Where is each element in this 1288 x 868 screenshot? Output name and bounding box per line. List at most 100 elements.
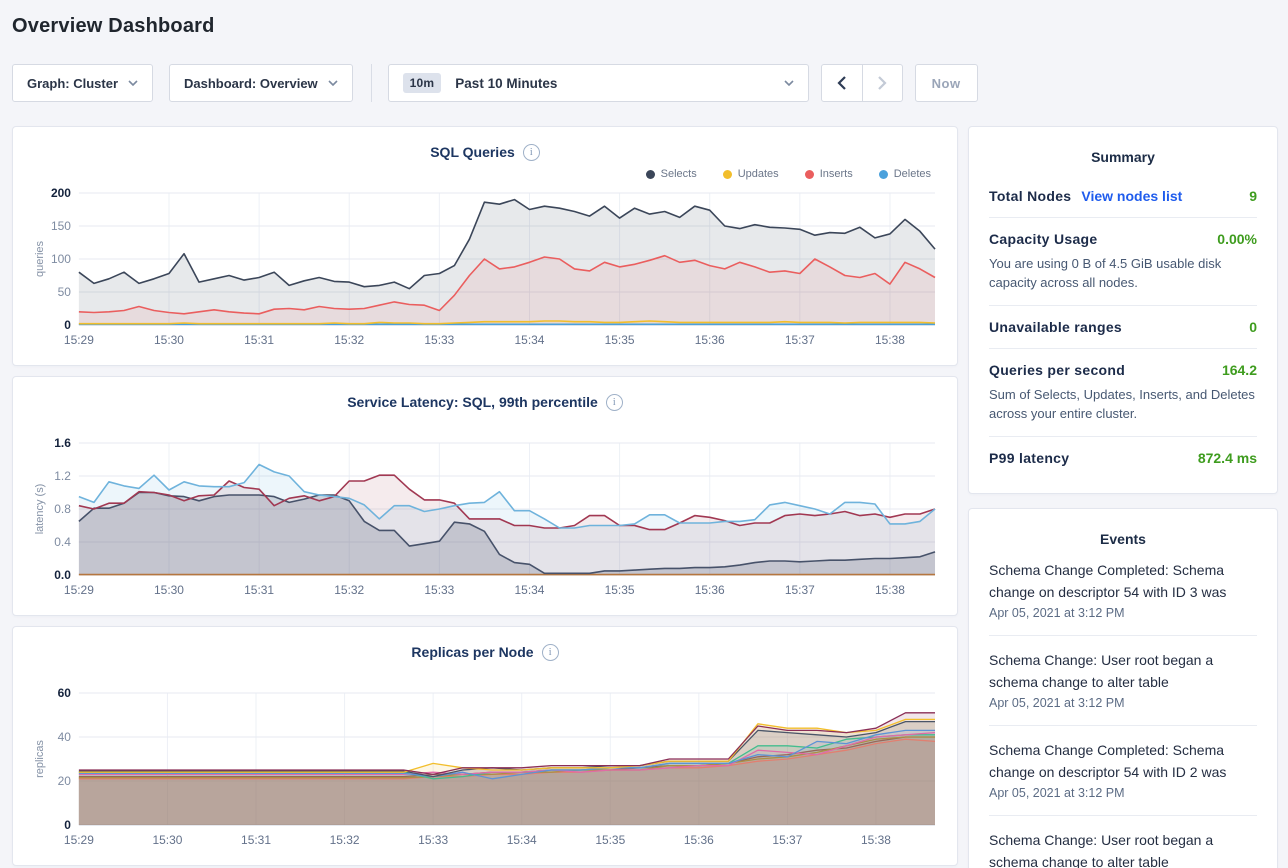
summary-description: You are using 0 B of 4.5 GiB usable disk… bbox=[989, 256, 1222, 290]
svg-text:15:33: 15:33 bbox=[424, 333, 454, 347]
next-time-button[interactable] bbox=[861, 65, 902, 101]
svg-text:15:31: 15:31 bbox=[244, 333, 274, 347]
divider bbox=[989, 815, 1257, 816]
chart-header: Service Latency: SQL, 99th percentile i bbox=[29, 391, 941, 413]
chart-panel-service-latency: Service Latency: SQL, 99th percentile i … bbox=[12, 376, 958, 616]
time-range-label: Past 10 Minutes bbox=[455, 75, 558, 91]
svg-text:15:35: 15:35 bbox=[605, 333, 635, 347]
summary-description: Sum of Selects, Updates, Inserts, and De… bbox=[989, 387, 1255, 421]
info-icon[interactable]: i bbox=[522, 143, 540, 161]
divider bbox=[989, 725, 1257, 726]
legend-label: Deletes bbox=[893, 168, 931, 180]
dashboard-dropdown[interactable]: Dashboard: Overview bbox=[169, 64, 353, 102]
now-button[interactable]: Now bbox=[914, 64, 978, 102]
legend-item-updates[interactable]: Updates bbox=[722, 168, 779, 180]
event-text: Schema Change: User root began a schema … bbox=[989, 832, 1214, 868]
svg-text:15:36: 15:36 bbox=[695, 333, 725, 347]
svg-text:15:29: 15:29 bbox=[64, 333, 94, 347]
event-item[interactable]: Schema Change: User root began a schema … bbox=[989, 647, 1257, 714]
divider bbox=[989, 635, 1257, 636]
chevron-down-icon bbox=[328, 80, 338, 86]
legend-dot-icon bbox=[645, 169, 655, 179]
service-latency-chart[interactable]: 15:29 15:30 15:31 15:32 15:33 15:34 15:35 15:36… bbox=[29, 435, 941, 605]
chart-title: Service Latency: SQL, 99th percentile bbox=[347, 394, 598, 410]
summary-row-total-nodes: Total Nodes View nodes list 9 bbox=[989, 175, 1257, 217]
svg-text:15:30: 15:30 bbox=[152, 833, 182, 847]
chevron-right-icon bbox=[877, 76, 887, 90]
summary-row-unavailable-ranges: Unavailable ranges 0 bbox=[989, 305, 1257, 348]
chart-title: Replicas per Node bbox=[411, 644, 534, 660]
event-text: Schema Change: User root began a schema … bbox=[989, 652, 1214, 690]
chart-panel-replicas-per-node: Replicas per Node i 15:29 15:30 15:31 15:32… bbox=[12, 626, 958, 866]
legend-dot-icon bbox=[804, 169, 814, 179]
replicas-per-node-chart[interactable]: 15:29 15:30 15:31 15:32 15:33 15:34 15:35 15:36… bbox=[29, 685, 941, 855]
svg-text:0: 0 bbox=[64, 318, 71, 332]
event-text: Schema Change Completed: Schema change o… bbox=[989, 742, 1227, 780]
chevron-down-icon bbox=[128, 80, 138, 86]
events-list: Schema Change Completed: Schema change o… bbox=[989, 557, 1257, 868]
svg-text:15:34: 15:34 bbox=[507, 833, 537, 847]
view-nodes-list-link[interactable]: View nodes list bbox=[1081, 188, 1183, 204]
legend-label: Updates bbox=[737, 168, 779, 180]
sidebar-column: Summary Total Nodes View nodes list 9 Ca… bbox=[968, 126, 1278, 868]
chart-legend bbox=[29, 413, 941, 435]
legend-item-deletes[interactable]: Deletes bbox=[878, 168, 931, 180]
svg-text:15:37: 15:37 bbox=[772, 833, 802, 847]
svg-text:15:37: 15:37 bbox=[785, 333, 815, 347]
svg-text:queries: queries bbox=[34, 240, 46, 277]
svg-text:150: 150 bbox=[51, 219, 71, 233]
time-range-badge: 10m bbox=[402, 73, 442, 93]
legend-item-selects[interactable]: Selects bbox=[645, 168, 697, 180]
prev-time-button[interactable] bbox=[822, 65, 862, 101]
svg-text:15:38: 15:38 bbox=[875, 583, 905, 597]
svg-text:15:34: 15:34 bbox=[515, 333, 545, 347]
chevron-left-icon bbox=[837, 76, 846, 90]
chevron-down-icon bbox=[784, 80, 794, 86]
graph-dropdown-label: Graph: Cluster bbox=[27, 75, 119, 91]
time-range-selector[interactable]: 10m Past 10 Minutes bbox=[387, 64, 809, 102]
svg-text:15:38: 15:38 bbox=[861, 833, 891, 847]
event-item[interactable]: Schema Change: User root began a schema … bbox=[989, 827, 1257, 868]
svg-text:50: 50 bbox=[58, 285, 72, 299]
info-icon[interactable]: i bbox=[541, 643, 559, 661]
svg-text:0: 0 bbox=[64, 818, 71, 832]
event-item[interactable]: Schema Change Completed: Schema change o… bbox=[989, 737, 1257, 804]
summary-value: 164.2 bbox=[1221, 362, 1257, 378]
event-text: Schema Change Completed: Schema change o… bbox=[989, 562, 1227, 600]
svg-text:15:33: 15:33 bbox=[418, 833, 448, 847]
svg-text:replicas: replicas bbox=[34, 740, 46, 778]
sql-queries-chart[interactable]: 15:29 15:30 15:31 15:32 15:33 15:34 15:35 15:36… bbox=[29, 185, 941, 355]
svg-text:200: 200 bbox=[51, 186, 71, 200]
info-icon[interactable]: i bbox=[605, 393, 623, 411]
chart-header: Replicas per Node i bbox=[29, 641, 941, 663]
svg-text:15:33: 15:33 bbox=[424, 583, 454, 597]
chart-legend bbox=[29, 663, 941, 685]
chart-header: SQL Queries i bbox=[29, 141, 941, 163]
svg-text:60: 60 bbox=[58, 686, 72, 700]
summary-row-queries-per-second: Queries per second 164.2 Sum of Selects,… bbox=[989, 348, 1257, 436]
summary-label: P99 latency bbox=[989, 450, 1070, 466]
svg-text:15:32: 15:32 bbox=[330, 833, 360, 847]
legend-item-inserts[interactable]: Inserts bbox=[804, 168, 853, 180]
svg-text:15:36: 15:36 bbox=[684, 833, 714, 847]
graph-dropdown[interactable]: Graph: Cluster bbox=[12, 64, 154, 102]
svg-text:1.6: 1.6 bbox=[54, 436, 71, 450]
svg-text:15:35: 15:35 bbox=[605, 583, 635, 597]
summary-value: 9 bbox=[1249, 188, 1257, 204]
page-title: Overview Dashboard bbox=[12, 15, 215, 37]
svg-text:15:29: 15:29 bbox=[64, 583, 94, 597]
svg-text:15:30: 15:30 bbox=[154, 583, 184, 597]
svg-text:latency (s): latency (s) bbox=[34, 484, 46, 535]
chart-title: SQL Queries bbox=[430, 144, 515, 160]
legend-label: Selects bbox=[660, 168, 697, 180]
event-item[interactable]: Schema Change Completed: Schema change o… bbox=[989, 557, 1257, 624]
svg-text:15:30: 15:30 bbox=[154, 333, 184, 347]
chart-legend: Selects Updates Inserts Deletes bbox=[29, 163, 941, 185]
legend-dot-icon bbox=[722, 169, 732, 179]
events-title: Events bbox=[1100, 531, 1146, 547]
main-content: SQL Queries i Selects Updates Inserts Delet… bbox=[12, 126, 1278, 868]
summary-row-p99-latency: P99 latency 872.4 ms bbox=[989, 436, 1257, 479]
svg-text:15:34: 15:34 bbox=[515, 583, 545, 597]
svg-text:40: 40 bbox=[58, 730, 72, 744]
